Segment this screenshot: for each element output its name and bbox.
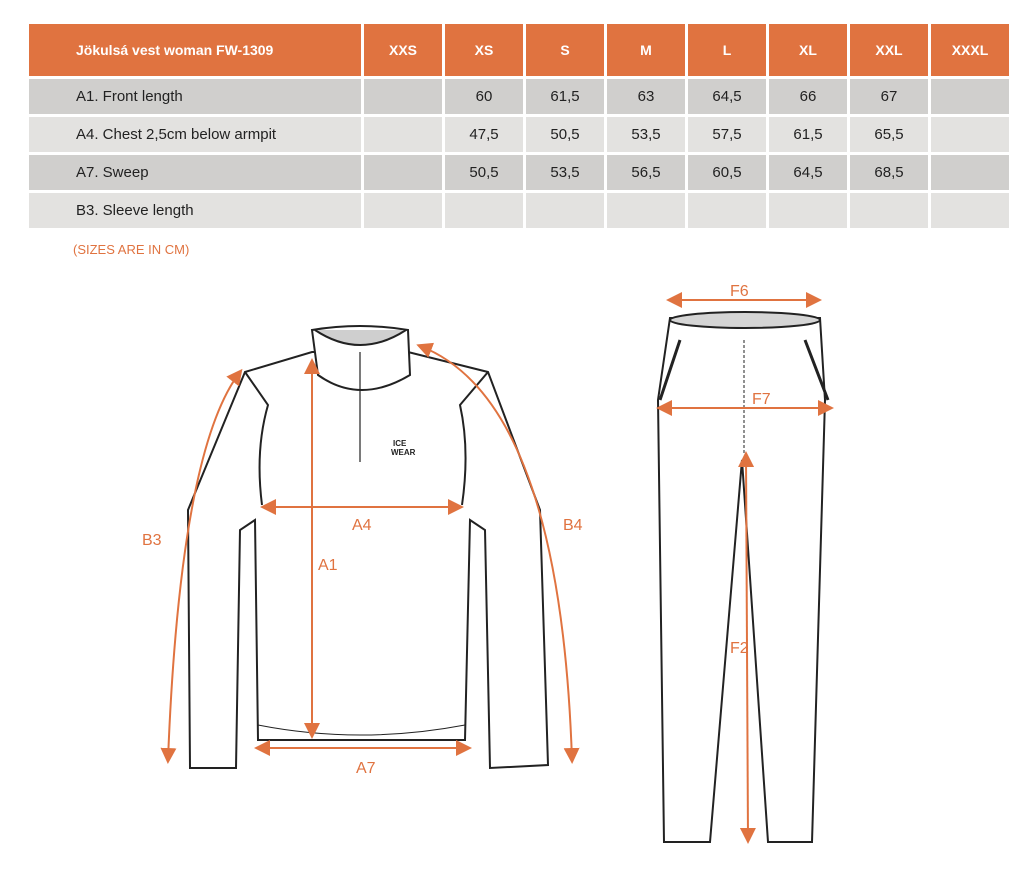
units-note: (SIZES ARE IN CM) bbox=[73, 242, 190, 257]
label-f7: F7 bbox=[752, 391, 771, 408]
measure-value: 60 bbox=[445, 79, 523, 114]
size-header: XL bbox=[769, 24, 847, 76]
measure-value bbox=[364, 79, 442, 114]
label-f6: F6 bbox=[730, 283, 749, 300]
measure-value: 63 bbox=[607, 79, 685, 114]
measure-value bbox=[769, 193, 847, 228]
size-header: M bbox=[607, 24, 685, 76]
measure-value: 66 bbox=[769, 79, 847, 114]
header-row: Jökulsá vest woman FW-1309 XXS XS S M L … bbox=[29, 24, 1009, 76]
measure-value: 56,5 bbox=[607, 155, 685, 190]
measure-value bbox=[931, 79, 1009, 114]
measure-label: B3. Sleeve length bbox=[29, 193, 361, 228]
measure-value bbox=[931, 193, 1009, 228]
label-a1: A1 bbox=[318, 557, 338, 574]
measure-value: 53,5 bbox=[607, 117, 685, 152]
table-row: A4. Chest 2,5cm below armpit 47,5 50,5 53,5… bbox=[29, 117, 1009, 152]
size-header: XXS bbox=[364, 24, 442, 76]
label-b4: B4 bbox=[563, 517, 583, 534]
size-header: XS bbox=[445, 24, 523, 76]
size-chart-table: Jökulsá vest woman FW-1309 XXS XS S M L … bbox=[26, 21, 1012, 231]
measure-value bbox=[364, 117, 442, 152]
measure-value bbox=[607, 193, 685, 228]
label-a7: A7 bbox=[356, 760, 376, 777]
measure-value: 64,5 bbox=[769, 155, 847, 190]
measure-label: A7. Sweep bbox=[29, 155, 361, 190]
measure-value: 61,5 bbox=[526, 79, 604, 114]
measure-value: 67 bbox=[850, 79, 928, 114]
measure-value: 64,5 bbox=[688, 79, 766, 114]
jacket-drawing bbox=[186, 325, 550, 770]
size-header: L bbox=[688, 24, 766, 76]
measure-value bbox=[526, 193, 604, 228]
measure-label: A4. Chest 2,5cm below armpit bbox=[29, 117, 361, 152]
measure-value: 68,5 bbox=[850, 155, 928, 190]
label-b3: B3 bbox=[142, 532, 162, 549]
measure-value: 65,5 bbox=[850, 117, 928, 152]
measure-value: 61,5 bbox=[769, 117, 847, 152]
measure-value: 57,5 bbox=[688, 117, 766, 152]
table-row: B3. Sleeve length bbox=[29, 193, 1009, 228]
table-title: Jökulsá vest woman FW-1309 bbox=[29, 24, 361, 76]
measure-value: 50,5 bbox=[526, 117, 604, 152]
measure-value: 47,5 bbox=[445, 117, 523, 152]
label-f2: F2 bbox=[730, 640, 749, 657]
pants-drawing bbox=[656, 311, 830, 843]
measure-value bbox=[688, 193, 766, 228]
measure-value bbox=[364, 155, 442, 190]
logo-ice: ICE bbox=[393, 439, 407, 448]
logo-wear: WEAR bbox=[391, 448, 416, 457]
measure-value bbox=[445, 193, 523, 228]
measure-value: 50,5 bbox=[445, 155, 523, 190]
table-row: A7. Sweep 50,5 53,5 56,5 60,5 64,5 68,5 bbox=[29, 155, 1009, 190]
size-header: XXL bbox=[850, 24, 928, 76]
measure-value bbox=[364, 193, 442, 228]
measure-value bbox=[931, 155, 1009, 190]
table-row: A1. Front length 60 61,5 63 64,5 66 67 bbox=[29, 79, 1009, 114]
measure-label: A1. Front length bbox=[29, 79, 361, 114]
size-header: S bbox=[526, 24, 604, 76]
measure-value bbox=[931, 117, 1009, 152]
size-header: XXXL bbox=[931, 24, 1009, 76]
measure-value bbox=[850, 193, 928, 228]
measure-value: 60,5 bbox=[688, 155, 766, 190]
measure-arrows bbox=[160, 292, 834, 844]
label-a4: A4 bbox=[352, 517, 372, 534]
measure-value: 53,5 bbox=[526, 155, 604, 190]
